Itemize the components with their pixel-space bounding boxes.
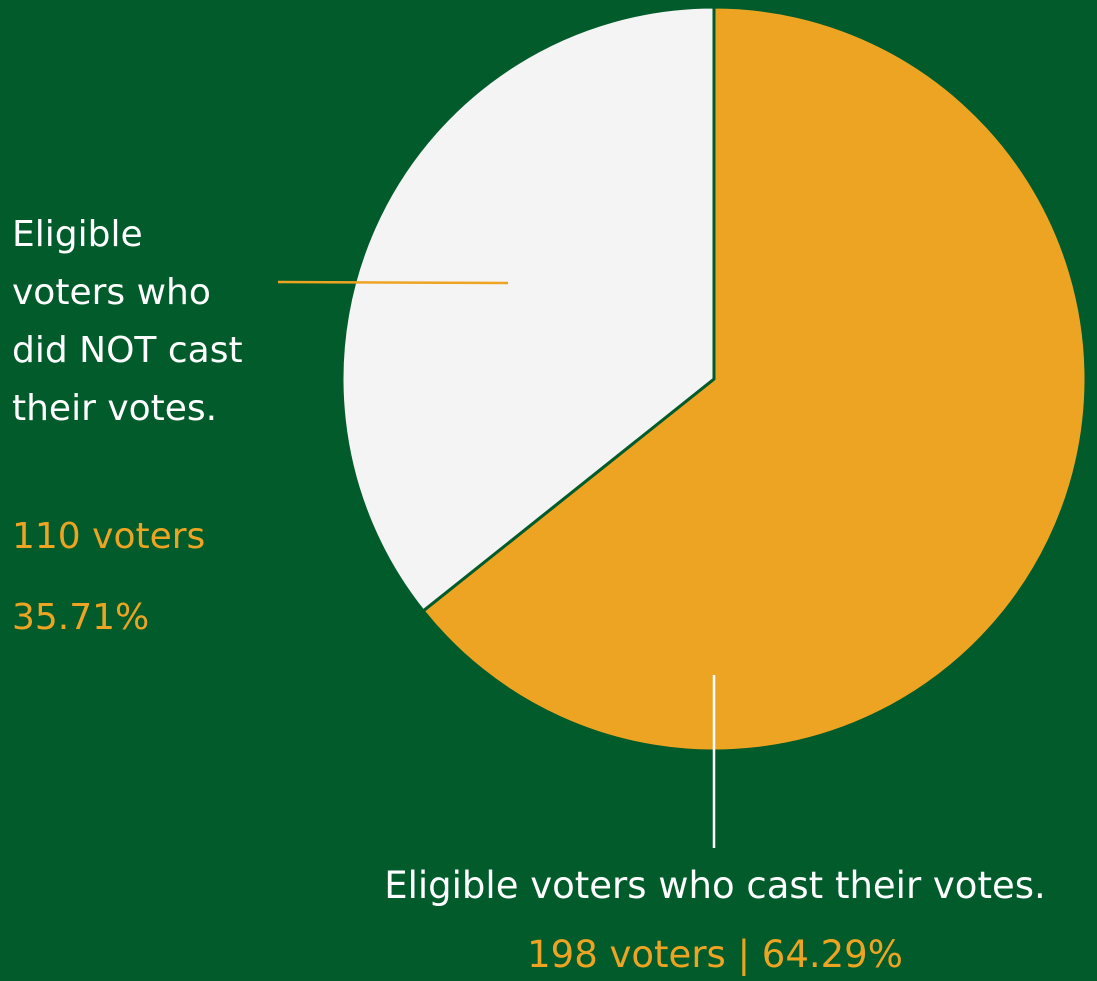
slice-percent-not-cast: 35.71% — [12, 597, 150, 638]
pie-slices — [340, 5, 1088, 753]
pie-slice-not-cast — [340, 5, 716, 613]
slice-label-cast: Eligible voters who cast their votes. — [384, 864, 1046, 907]
pie-slice-cast — [421, 5, 1088, 753]
slice-stats-cast: 198 voters | 64.29% — [527, 933, 903, 976]
slice-count-not-cast: 110 voters — [12, 516, 206, 557]
slice-label-not-cast: Eligible voters who did NOT cast their v… — [12, 214, 243, 429]
leader-line-not-cast — [277, 280, 509, 285]
